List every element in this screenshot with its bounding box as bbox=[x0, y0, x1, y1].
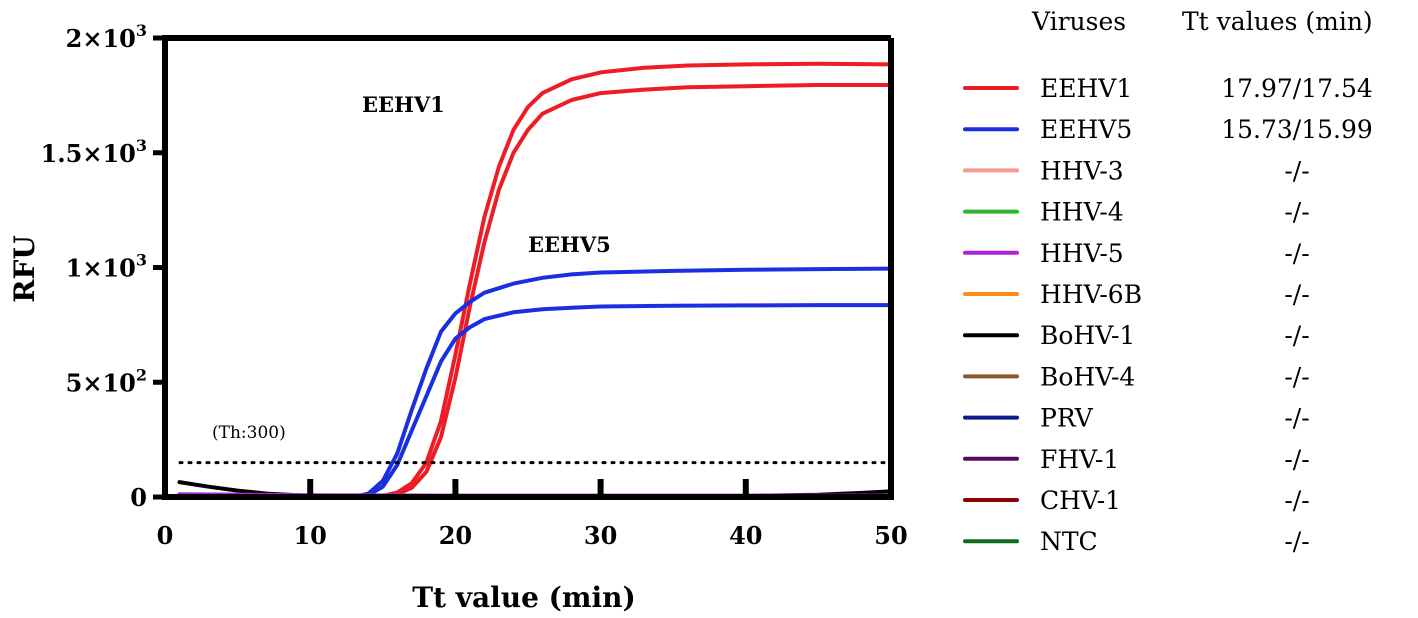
x-tick-label: 50 bbox=[874, 521, 907, 550]
y-tick-exponent: 2 bbox=[136, 365, 147, 384]
legend: Viruses Tt values (min) EEHV1 17.97/17.54… bbox=[963, 7, 1373, 556]
x-tick-label: 0 bbox=[157, 521, 174, 550]
legend-entry-tt: -/- bbox=[1284, 445, 1309, 474]
legend-entry-tt: -/- bbox=[1284, 362, 1309, 391]
legend-entry-tt: -/- bbox=[1284, 404, 1309, 433]
series-line-eehv5-rep2 bbox=[163, 303, 893, 499]
y-tick-base: 1×10 bbox=[66, 254, 136, 283]
y-tick-base: 5×10 bbox=[66, 368, 136, 397]
series-line-eehv1-rep2 bbox=[163, 83, 893, 499]
series-line-eehv1-rep1 bbox=[163, 61, 893, 499]
x-axis-title: Tt value (min) bbox=[412, 581, 636, 614]
legend-header-viruses: Viruses bbox=[1031, 7, 1126, 36]
legend-entry-tt: 15.73/15.99 bbox=[1221, 115, 1373, 144]
legend-entry-name: HHV-6B bbox=[1040, 280, 1142, 309]
legend-entry-name: EEHV5 bbox=[1040, 115, 1132, 144]
legend-entry-name: BoHV-4 bbox=[1040, 362, 1135, 391]
y-tick-exponent: 3 bbox=[136, 21, 147, 40]
y-tick-exponent: 3 bbox=[136, 136, 147, 155]
legend-entry-tt: -/- bbox=[1284, 280, 1309, 309]
y-tick-label: 0 bbox=[130, 483, 147, 512]
x-tick-label: 30 bbox=[584, 521, 617, 550]
y-axis-title: RFU bbox=[8, 235, 41, 303]
legend-entry-name: HHV-5 bbox=[1040, 239, 1124, 268]
y-tick-label: 1.5×103 bbox=[41, 136, 147, 168]
legend-entry-tt: -/- bbox=[1284, 486, 1309, 515]
legend-entry-tt: -/- bbox=[1284, 321, 1309, 350]
y-tick-exponent: 3 bbox=[136, 251, 147, 270]
legend-entry-name: BoHV-1 bbox=[1040, 321, 1135, 350]
legend-entry-name: EEHV1 bbox=[1040, 74, 1132, 103]
legend-entry-tt: -/- bbox=[1284, 156, 1309, 185]
annotation-eehv1: EEHV1 bbox=[362, 92, 445, 117]
y-tick-label: 5×102 bbox=[66, 365, 147, 397]
threshold-label: (Th:300) bbox=[212, 423, 286, 443]
y-tick-label: 2×103 bbox=[66, 21, 147, 53]
x-tick-label: 10 bbox=[293, 521, 326, 550]
series-line-eehv5-rep1 bbox=[163, 266, 893, 499]
legend-entry-name: CHV-1 bbox=[1040, 486, 1121, 515]
x-tick-label: 20 bbox=[439, 521, 472, 550]
legend-entry-name: NTC bbox=[1040, 527, 1098, 556]
legend-entry-name: HHV-3 bbox=[1040, 156, 1124, 185]
y-tick-base: 1.5×10 bbox=[41, 139, 136, 168]
legend-entry-name: FHV-1 bbox=[1040, 445, 1119, 474]
y-tick-base: 2×10 bbox=[66, 24, 136, 53]
legend-entry-name: PRV bbox=[1040, 404, 1094, 433]
legend-entry-tt: -/- bbox=[1284, 527, 1309, 556]
x-tick-label: 40 bbox=[729, 521, 762, 550]
legend-header-tt-values: Tt values (min) bbox=[1182, 7, 1373, 36]
legend-entry-tt: -/- bbox=[1284, 198, 1309, 227]
legend-entry-name: HHV-4 bbox=[1040, 198, 1124, 227]
y-tick-label: 1×103 bbox=[66, 251, 147, 283]
legend-entry-tt: 17.97/17.54 bbox=[1221, 74, 1373, 103]
y-tick-base: 0 bbox=[130, 483, 147, 512]
annotation-eehv5: EEHV5 bbox=[528, 232, 611, 257]
legend-entry-tt: -/- bbox=[1284, 239, 1309, 268]
